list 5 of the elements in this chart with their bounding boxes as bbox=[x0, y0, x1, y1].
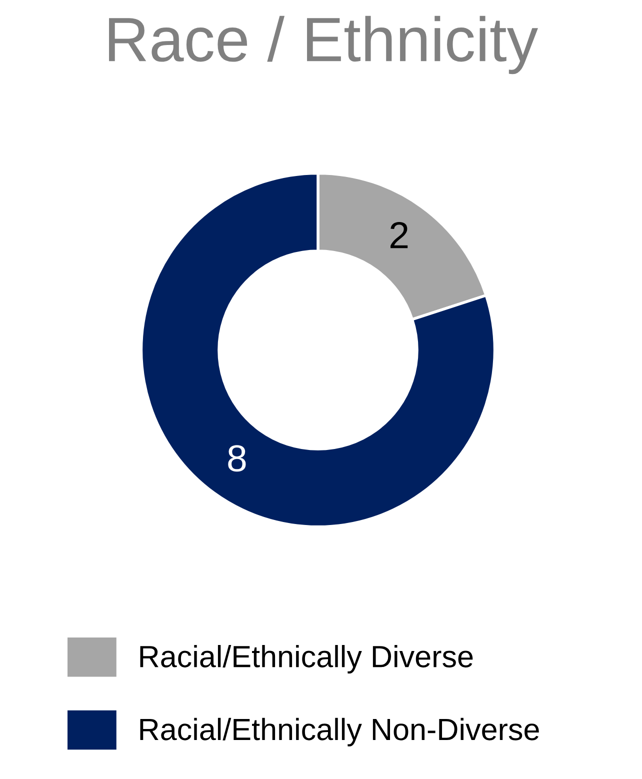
data-label: 8 bbox=[228, 445, 246, 472]
legend-label: Racial/Ethnically Diverse bbox=[140, 644, 473, 674]
data-label: 2 bbox=[390, 222, 408, 248]
chart-title: Race / Ethnicity bbox=[109, 16, 538, 74]
legend-label: Racial/Ethnically Non-Diverse bbox=[140, 718, 539, 746]
